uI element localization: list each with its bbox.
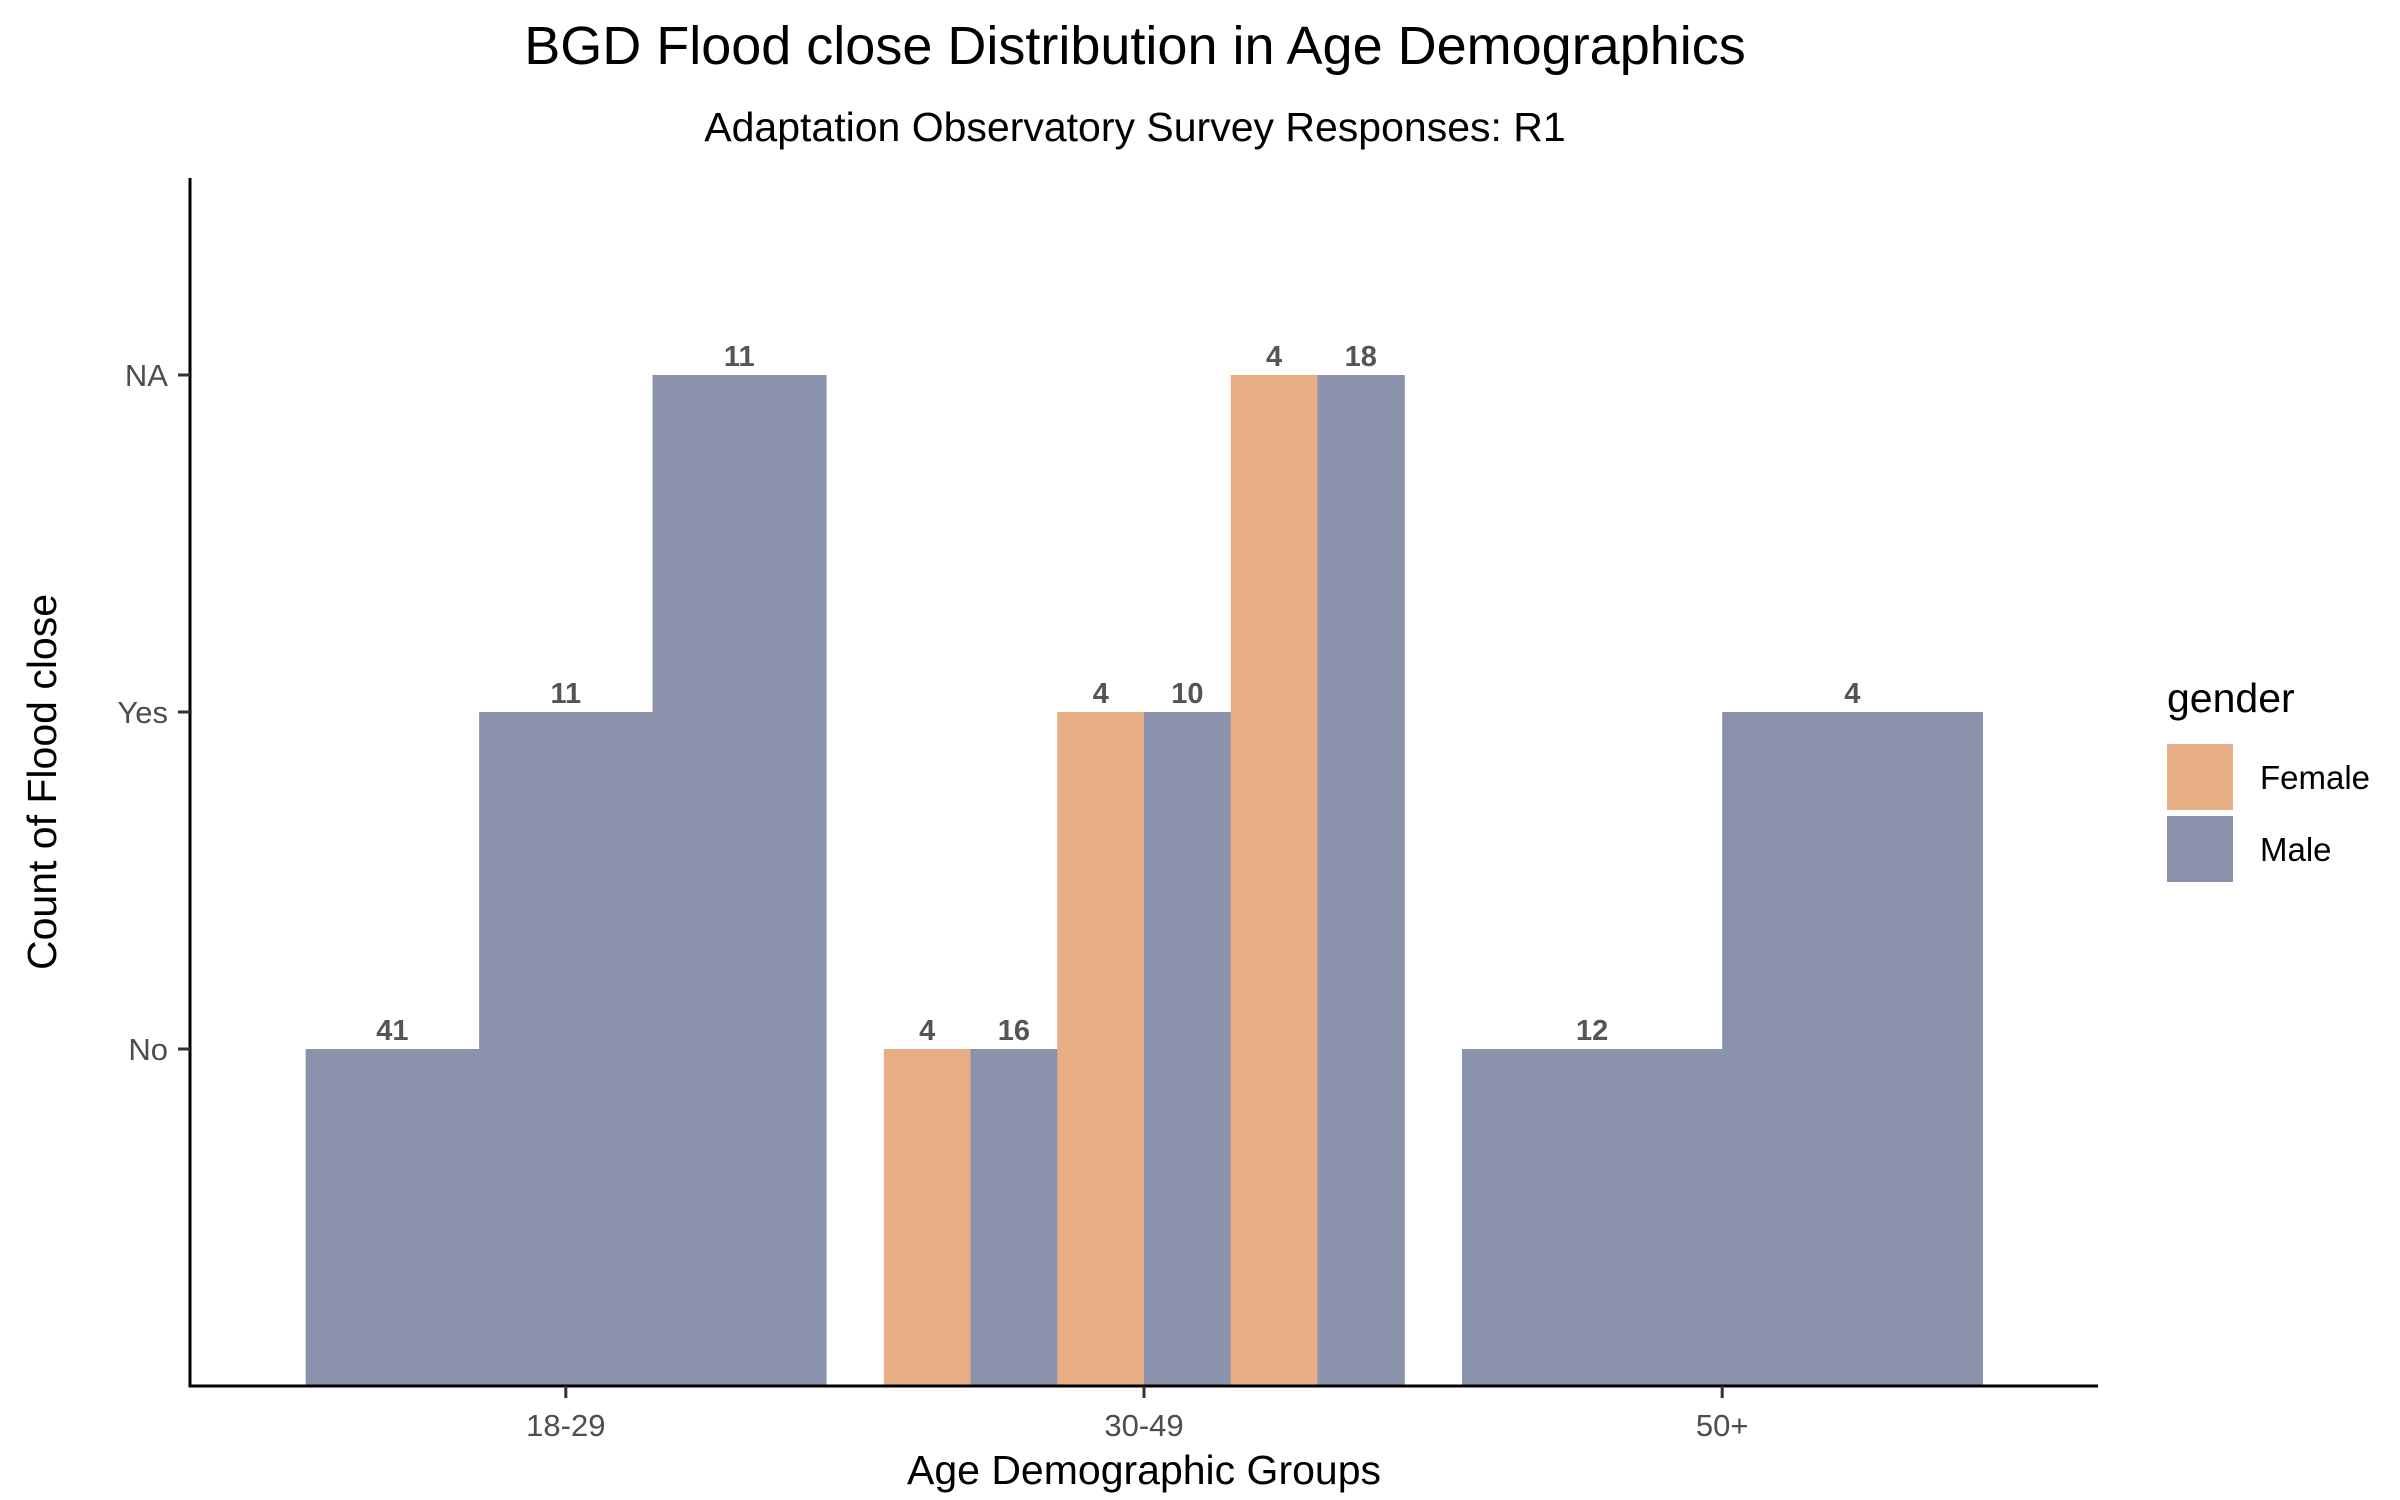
data-label-30-49-male-na: 18 xyxy=(1345,341,1377,373)
bar-18-29-male-na xyxy=(652,375,827,1386)
data-label-18-29-male-no: 41 xyxy=(376,1015,408,1047)
x-ticks-layer: 18-29 30-49 50+ xyxy=(526,1386,1748,1443)
x-tick-label-30-49: 30-49 xyxy=(1104,1408,1183,1443)
bar-50plus-male-yes xyxy=(1722,712,1983,1386)
legend-label-female: Female xyxy=(2260,759,2370,796)
bar-30-49-male-yes xyxy=(1144,712,1232,1386)
bar-30-49-female-no xyxy=(883,1049,972,1386)
chart-title: BGD Flood close Distribution in Age Demo… xyxy=(524,16,1746,76)
data-label-18-29-male-yes: 11 xyxy=(550,678,581,710)
bars-layer xyxy=(305,375,1983,1386)
bar-30-49-female-yes xyxy=(1057,712,1145,1386)
data-label-30-49-male-no: 16 xyxy=(998,1015,1030,1047)
data-label-30-49-female-no: 4 xyxy=(919,1015,935,1047)
bar-50plus-male-no xyxy=(1462,1049,1723,1386)
legend-swatch-male xyxy=(2167,816,2233,882)
legend-title: gender xyxy=(2167,675,2295,721)
bar-30-49-male-no xyxy=(970,1049,1058,1386)
chart-subtitle: Adaptation Observatory Survey Responses:… xyxy=(704,104,1565,150)
data-label-30-49-male-yes: 10 xyxy=(1171,678,1203,710)
bar-30-49-male-na xyxy=(1317,375,1405,1386)
bar-18-29-male-yes xyxy=(479,712,654,1386)
y-tick-label-na: NA xyxy=(125,358,168,393)
x-tick-label-50plus: 50+ xyxy=(1696,1408,1749,1443)
legend-label-male: Male xyxy=(2260,831,2332,868)
y-tick-label-no: No xyxy=(128,1032,168,1067)
data-label-50plus-male-yes: 4 xyxy=(1844,678,1860,710)
legend-swatch-female xyxy=(2167,744,2233,810)
data-label-50plus-male-no: 12 xyxy=(1576,1015,1608,1047)
bar-18-29-male-no xyxy=(305,1049,480,1386)
y-tick-label-yes: Yes xyxy=(117,695,168,730)
legend: gender Female Male xyxy=(2167,675,2370,882)
bar-30-49-female-na xyxy=(1230,375,1319,1386)
data-labels-layer: 41 11 11 4 16 4 10 4 18 12 4 xyxy=(376,341,1860,1047)
data-label-30-49-female-na: 4 xyxy=(1266,341,1282,373)
y-axis-title: Count of Flood close xyxy=(19,594,65,970)
x-axis-title: Age Demographic Groups xyxy=(907,1447,1381,1493)
data-label-18-29-male-na: 11 xyxy=(724,341,755,373)
y-ticks-layer: No Yes NA xyxy=(117,358,190,1067)
legend-entries: Female Male xyxy=(2167,744,2370,882)
data-label-30-49-female-yes: 4 xyxy=(1093,678,1109,710)
x-tick-label-18-29: 18-29 xyxy=(526,1408,605,1443)
